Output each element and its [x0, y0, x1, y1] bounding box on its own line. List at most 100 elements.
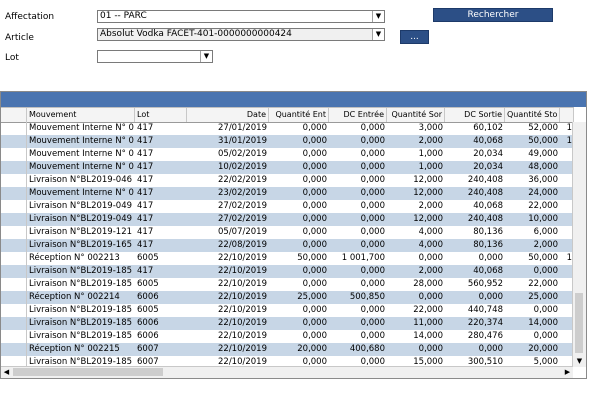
cell-date: 22/08/2019: [218, 240, 267, 250]
arrow-down-icon[interactable]: ▼: [576, 357, 583, 365]
row-selector[interactable]: [1, 265, 27, 278]
table-row[interactable]: Livraison N°BL2019-185 6006 22/10/2019 0,00…: [1, 330, 574, 343]
cell-qte-ent: 0,000: [302, 175, 327, 185]
article-select[interactable]: Absolut Vodka FACET-401-0000000000424 ▼: [97, 28, 385, 41]
table-row[interactable]: Livraison N°BL2019-049 417 27/02/2019 0,000…: [1, 213, 574, 226]
cell-qte-sto: 48,000: [528, 162, 558, 172]
table-row[interactable]: Livraison N°BL2019-185 6006 22/10/2019 0,00…: [1, 317, 574, 330]
cell-qte-ent: 0,000: [302, 240, 327, 250]
cell-lot: 6005: [137, 279, 159, 289]
row-selector[interactable]: [1, 317, 27, 330]
cell-date: 22/10/2019: [218, 266, 267, 276]
col-header-qte-stock[interactable]: Quantité Sto: [505, 108, 560, 122]
row-selector[interactable]: [1, 161, 27, 174]
col-header-dc-sortie[interactable]: DC Sortie: [445, 108, 505, 122]
table-row[interactable]: Livraison N°BL2019-185 6005 22/10/2019 0,00…: [1, 278, 574, 291]
table-row[interactable]: Livraison N°BL2019-165 417 22/08/2019 0,000…: [1, 239, 574, 252]
row-selector[interactable]: [1, 252, 27, 265]
row-selector[interactable]: [1, 343, 27, 356]
chevron-down-icon[interactable]: ▼: [372, 29, 384, 40]
col-header-lot[interactable]: Lot: [135, 108, 187, 122]
vertical-scrollbar[interactable]: ▼: [572, 122, 586, 367]
row-selector[interactable]: [1, 135, 27, 148]
cell-lot: 6007: [137, 344, 159, 354]
search-button[interactable]: Rechercher: [433, 8, 553, 22]
table-row[interactable]: Livraison N°BL2019-046 417 22/02/2019 0,000…: [1, 174, 574, 187]
table-row[interactable]: Livraison N°BL2019-121 417 05/07/2019 0,000…: [1, 226, 574, 239]
cell-mouvement: Mouvement Interne N° 0: [29, 188, 134, 198]
cell-qte-ent: 0,000: [302, 331, 327, 341]
row-selector[interactable]: [1, 226, 27, 239]
cell-lot: 417: [137, 136, 154, 146]
row-selector[interactable]: [1, 330, 27, 343]
cell-mouvement: Livraison N°BL2019-049: [29, 201, 133, 211]
table-row[interactable]: Mouvement Interne N° 0 417 23/02/2019 0,000…: [1, 187, 574, 200]
cell-qte-sor: 15,000: [413, 357, 443, 367]
cell-dc-sor: 20,034: [473, 162, 503, 172]
cell-qte-sto: 0,000: [533, 266, 558, 276]
row-selector[interactable]: [1, 148, 27, 161]
cell-lot: 417: [137, 188, 154, 198]
vertical-scroll-thumb[interactable]: [575, 293, 583, 353]
table-row[interactable]: Livraison N°BL2019-185 417 22/10/2019 0,000…: [1, 265, 574, 278]
cell-lot: 417: [137, 240, 154, 250]
cell-dc-ent: 0,000: [360, 266, 385, 276]
table-row[interactable]: Mouvement Interne N° 0 417 10/02/2019 0,000…: [1, 161, 574, 174]
cell-qte-sto: 6,000: [533, 227, 558, 237]
cell-qte-ent: 25,000: [297, 292, 327, 302]
browse-article-button[interactable]: ...: [400, 30, 429, 44]
row-selector[interactable]: [1, 304, 27, 317]
row-selector[interactable]: [1, 187, 27, 200]
cell-qte-sor: 0,000: [418, 253, 443, 263]
movements-grid: Mouvement Lot Date Quantité Ent DC Entré…: [0, 91, 587, 379]
cell-qte-sto: 50,000: [528, 253, 558, 263]
table-row[interactable]: Mouvement Interne N° 0 417 05/02/2019 0,000…: [1, 148, 574, 161]
col-header-qte-entree[interactable]: Quantité Ent: [269, 108, 329, 122]
lot-label: Lot: [5, 53, 19, 63]
arrow-left-icon[interactable]: ◀: [3, 368, 10, 376]
table-row[interactable]: Réception N° 002214 6006 22/10/2019 25,000 5…: [1, 291, 574, 304]
cell-dc-sor: 240,408: [467, 214, 503, 224]
cell-qte-ent: 20,000: [297, 344, 327, 354]
horizontal-scroll-thumb[interactable]: [13, 368, 163, 376]
cell-dc-sor: 300,510: [467, 357, 503, 367]
cell-lot: 6005: [137, 305, 159, 315]
row-selector[interactable]: [1, 174, 27, 187]
cell-date: 22/02/2019: [218, 175, 267, 185]
table-row[interactable]: Mouvement Interne N° 0 417 27/01/2019 0,000…: [1, 122, 574, 135]
table-row[interactable]: Livraison N°BL2019-185 6007 22/10/2019 0,00…: [1, 356, 574, 369]
row-selector[interactable]: [1, 239, 27, 252]
col-header-mouvement[interactable]: Mouvement: [27, 108, 135, 122]
col-header-qte-sortie[interactable]: Quantité Sor: [387, 108, 445, 122]
cell-qte-sto: 5,000: [533, 357, 558, 367]
cell-dc-ent: 0,000: [360, 123, 385, 133]
cell-dc-sor: 220,374: [467, 318, 503, 328]
row-selector[interactable]: [1, 356, 27, 369]
horizontal-scrollbar[interactable]: ◀ ▶: [1, 366, 573, 378]
cell-dc-ent: 0,000: [360, 227, 385, 237]
table-row[interactable]: Réception N° 002213 6005 22/10/2019 50,000 1…: [1, 252, 574, 265]
cell-qte-sor: 12,000: [413, 188, 443, 198]
table-row[interactable]: Livraison N°BL2019-185 6005 22/10/2019 0,00…: [1, 304, 574, 317]
cell-mouvement: Mouvement Interne N° 0: [29, 123, 134, 133]
row-selector[interactable]: [1, 213, 27, 226]
chevron-down-icon[interactable]: ▼: [200, 51, 212, 62]
row-selector[interactable]: [1, 122, 27, 135]
chevron-down-icon[interactable]: ▼: [372, 11, 384, 22]
table-row[interactable]: Livraison N°BL2019-049 417 27/02/2019 0,000…: [1, 200, 574, 213]
arrow-right-icon[interactable]: ▶: [564, 368, 571, 376]
affectation-label: Affectation: [5, 12, 55, 22]
col-header-date[interactable]: Date: [187, 108, 269, 122]
table-row[interactable]: Réception N° 002215 6007 22/10/2019 20,000 4…: [1, 343, 574, 356]
row-selector[interactable]: [1, 278, 27, 291]
cell-qte-sor: 2,000: [418, 266, 443, 276]
col-header-dc-entree[interactable]: DC Entrée: [329, 108, 387, 122]
affectation-select[interactable]: 01 -- PARC ▼: [97, 10, 385, 23]
cell-qte-sto: 49,000: [528, 149, 558, 159]
table-row[interactable]: Mouvement Interne N° 0 417 31/01/2019 0,000…: [1, 135, 574, 148]
row-selector[interactable]: [1, 291, 27, 304]
cell-qte-ent: 0,000: [302, 305, 327, 315]
row-selector[interactable]: [1, 200, 27, 213]
lot-select[interactable]: ▼: [97, 50, 213, 63]
cell-date: 27/01/2019: [218, 123, 267, 133]
